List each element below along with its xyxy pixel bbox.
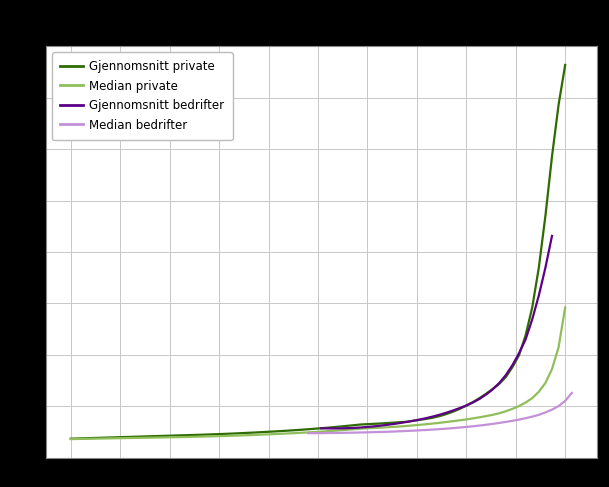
Legend: Gjennomsnitt private, Median private, Gjennomsnitt bedrifter, Median bedrifter: Gjennomsnitt private, Median private, Gj…	[52, 52, 233, 140]
